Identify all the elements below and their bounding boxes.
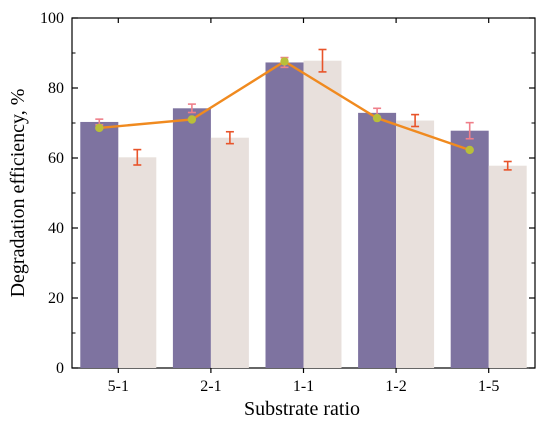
errorbar-series2-2-1 bbox=[225, 130, 234, 145]
bar-series1-2-1 bbox=[172, 108, 211, 369]
errorbar-series1-1-5 bbox=[465, 121, 474, 140]
y-tick-label: 60 bbox=[48, 150, 64, 167]
y-tick-label: 80 bbox=[48, 80, 64, 97]
trend-point-1-1 bbox=[280, 57, 289, 66]
bar-series1-1-5 bbox=[450, 130, 489, 368]
trend-point-1-2 bbox=[372, 113, 382, 123]
bar-series2-1-2 bbox=[396, 120, 435, 368]
trend-point-5-1 bbox=[95, 123, 104, 133]
bar-series2-2-1 bbox=[210, 137, 249, 368]
y-axis-title: Degradation efficiency, % bbox=[7, 89, 29, 298]
x-tick-label-1-5: 1-5 bbox=[478, 378, 499, 395]
x-tick-label-5-1: 5-1 bbox=[108, 378, 129, 395]
x-tick-label-1-1: 1-1 bbox=[293, 378, 314, 395]
errorbar-series2-1-1 bbox=[318, 48, 327, 73]
x-axis-title: Substrate ratio bbox=[244, 398, 360, 420]
y-tick-label: 100 bbox=[40, 10, 64, 27]
errorbar-series2-1-2 bbox=[411, 113, 420, 128]
y-tick-label: 40 bbox=[48, 220, 64, 237]
bar-series1-1-2 bbox=[358, 112, 397, 368]
trend-line-series bbox=[95, 57, 474, 155]
bar-series2-1-1 bbox=[303, 60, 342, 368]
x-tick-label-1-2: 1-2 bbox=[385, 378, 406, 395]
trend-point-2-1 bbox=[187, 115, 197, 124]
bar-series1-5-1 bbox=[80, 121, 119, 368]
bar-series2-5-1 bbox=[118, 157, 157, 368]
bar-series2-1-5 bbox=[488, 165, 527, 368]
errorbar-series2-5-1 bbox=[133, 148, 142, 166]
trend-point-1-5 bbox=[465, 145, 474, 155]
bar-series1-1-1 bbox=[265, 62, 304, 368]
errorbar-series2-1-5 bbox=[503, 160, 512, 171]
bars bbox=[80, 60, 527, 369]
errorbar-series1-2-1 bbox=[187, 103, 196, 114]
axes: 0 20 40 60 80 100 5-1 2-1 1-1 1-2 1-5 bbox=[40, 10, 535, 395]
y-tick-label: 20 bbox=[48, 290, 64, 307]
x-tick-label-2-1: 2-1 bbox=[200, 378, 221, 395]
y-tick-label: 0 bbox=[56, 360, 64, 377]
